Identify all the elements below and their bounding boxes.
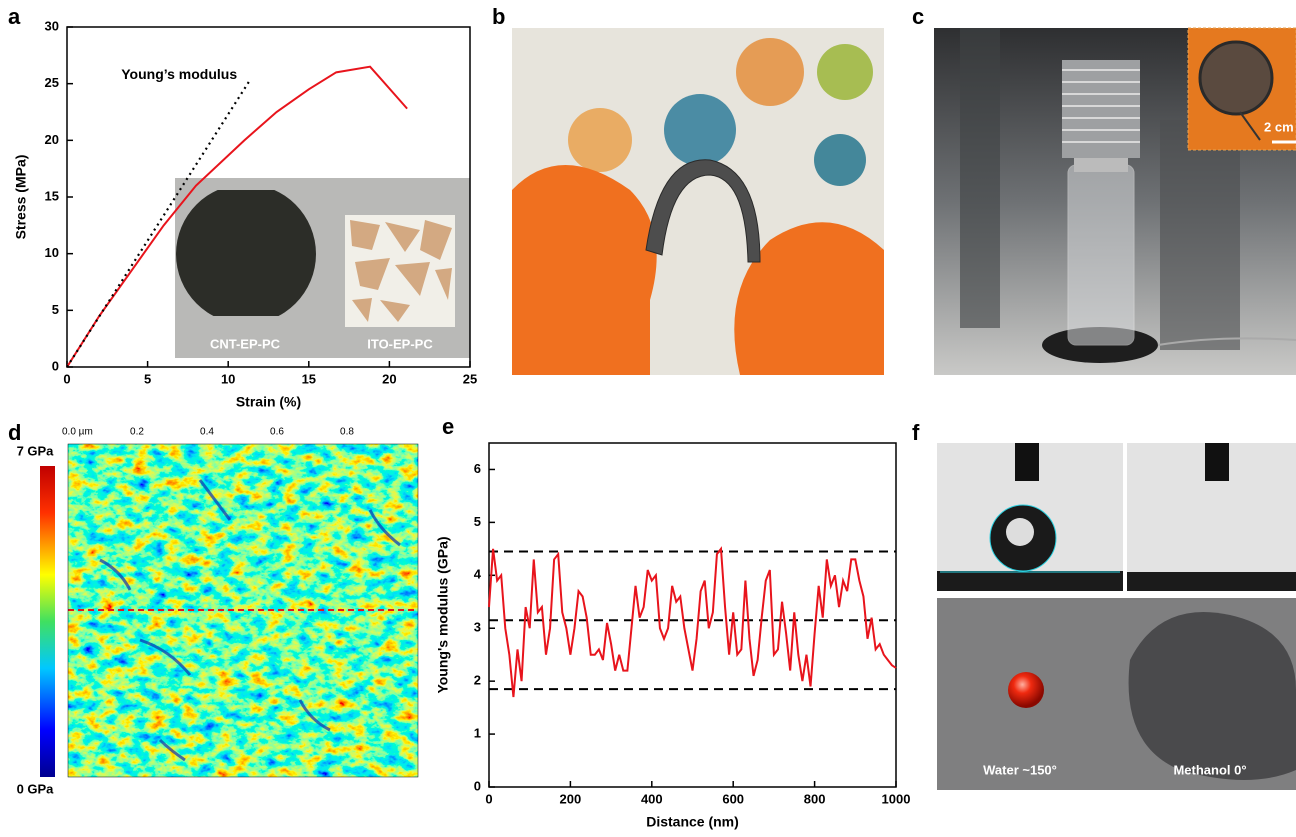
x-tick-label: 0 (485, 791, 492, 806)
panel-label: d (8, 420, 21, 445)
panel-label: a (8, 4, 21, 29)
y-tick-label: 2 (474, 673, 481, 688)
x-tick-label: 5 (144, 371, 151, 386)
y-tick-label: 0 (52, 358, 59, 373)
y-tick-label: 4 (474, 567, 482, 582)
inset-photo: CNT-EP-PC ITO-EP-PC (175, 178, 470, 358)
y-tick-label: 6 (474, 461, 481, 476)
panel-label: e (442, 414, 454, 439)
afm-tick-label: 0.4 (200, 427, 214, 438)
x-axis-title: Strain (%) (236, 394, 301, 410)
photo-c: 2 cm (934, 28, 1296, 375)
x-tick-label: 0 (63, 371, 70, 386)
photo-b (512, 28, 884, 375)
panel-label: b (492, 4, 505, 29)
inset-label: ITO-EP-PC (367, 336, 433, 351)
scale-bar-label: 2 cm (1264, 119, 1294, 134)
afm-tick-label: 0.8 (340, 427, 354, 438)
afm-map: 7 GPa 0 GPa 0.0 µm 0.2 0.4 0.6 0.8 (17, 427, 418, 797)
x-tick-label: 20 (382, 371, 396, 386)
panel-label: f (912, 420, 920, 445)
panel-label: c (912, 4, 924, 29)
colorbar-label: 0 GPa (17, 781, 55, 796)
y-tick-label: 3 (474, 620, 481, 635)
afm-tick-label: 0.6 (270, 427, 284, 438)
series-annotation: Young’s modulus (121, 66, 237, 82)
y-axis-title: Stress (MPa) (13, 155, 29, 240)
y-tick-label: 0 (474, 778, 481, 793)
x-tick-label: 15 (302, 371, 316, 386)
y-tick-label: 5 (474, 514, 481, 529)
photo-f: Water ~150° Methanol 0° (937, 443, 1296, 790)
y-tick-label: 25 (45, 75, 59, 90)
x-tick-label: 1000 (882, 791, 911, 806)
y-tick-label: 5 (52, 302, 59, 317)
inset-label: CNT-EP-PC (210, 336, 281, 351)
figure: a b c d e f CNT-EP-PC ITO-EP-PC 2 cm (0, 0, 1296, 837)
x-tick-label: 200 (560, 791, 582, 806)
x-axis-title: Distance (nm) (646, 814, 739, 830)
x-tick-label: 400 (641, 791, 663, 806)
y-axis-title: Young's modulus (GPa) (435, 536, 451, 693)
y-tick-label: 1 (474, 726, 481, 741)
y-tick-label: 20 (45, 132, 59, 147)
x-tick-label: 25 (463, 371, 477, 386)
series-line (489, 549, 896, 697)
y-tick-label: 30 (45, 18, 59, 33)
y-tick-label: 10 (45, 245, 59, 260)
afm-tick-label: 0.0 µm (62, 427, 93, 438)
droplet-label: Methanol 0° (1173, 762, 1246, 777)
x-tick-label: 800 (804, 791, 826, 806)
y-tick-label: 15 (45, 188, 59, 203)
colorbar-label: 7 GPa (17, 443, 55, 458)
droplet-label: Water ~150° (983, 762, 1057, 777)
x-tick-label: 600 (722, 791, 744, 806)
afm-tick-label: 0.2 (130, 427, 144, 438)
x-tick-label: 10 (221, 371, 235, 386)
